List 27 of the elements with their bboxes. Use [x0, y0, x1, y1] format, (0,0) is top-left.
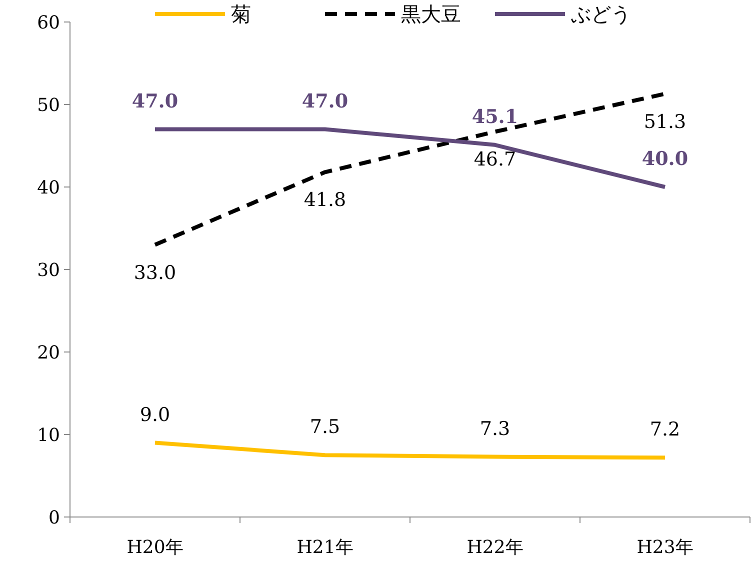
y-tick-label: 40 [37, 177, 60, 198]
data-label: 9.0 [140, 404, 170, 426]
data-label: 7.5 [310, 416, 340, 438]
y-tick-label: 30 [37, 260, 60, 281]
y-tick-label: 20 [37, 342, 60, 364]
data-label: 41.8 [304, 189, 346, 212]
data-label: 47.0 [132, 90, 178, 112]
x-tick-label: H20年 [126, 537, 184, 558]
line-series [153, 440, 667, 460]
y-tick-label: 0 [48, 507, 60, 528]
x-tick-label: H23年 [636, 537, 694, 558]
y-tick-label: 60 [37, 12, 60, 34]
data-label: 40.0 [642, 148, 688, 170]
x-tick-label: H22年 [466, 537, 524, 558]
data-label: 33.0 [134, 262, 176, 284]
data-label: 45.1 [472, 106, 518, 128]
legend-label: ぶどう [571, 2, 631, 26]
y-tick-label: 50 [37, 94, 60, 116]
legend-label: 菊 [231, 2, 251, 26]
x-tick-label: H21年 [296, 537, 354, 558]
y-tick-label: 10 [37, 424, 60, 446]
data-label: 51.3 [644, 110, 686, 133]
data-label: 7.3 [480, 418, 510, 440]
legend-label: 黒大豆 [401, 2, 461, 26]
data-label: 47.0 [302, 90, 348, 112]
data-label: 46.7 [474, 148, 516, 171]
data-label: 7.2 [650, 418, 680, 441]
